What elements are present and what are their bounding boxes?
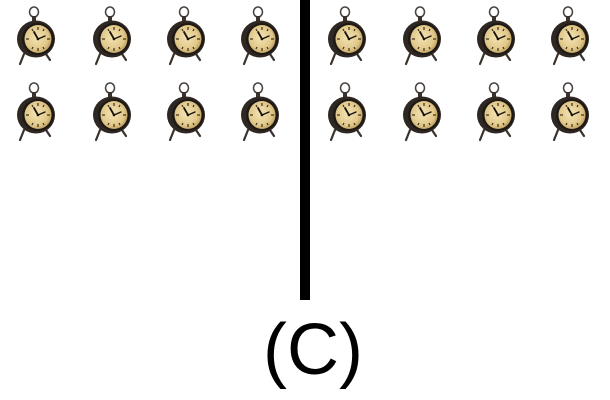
alarm-clock-icon: [90, 82, 136, 144]
alarm-clock-icon: [90, 6, 136, 68]
left-clock-group: [0, 0, 300, 150]
alarm-clock-icon: [238, 6, 284, 68]
alarm-clock-icon: [14, 6, 60, 68]
alarm-clock-icon: [325, 82, 371, 144]
alarm-clock-icon: [164, 6, 210, 68]
alarm-clock-icon: [14, 82, 60, 144]
option-caption: (C): [263, 310, 363, 390]
alarm-clock-icon: [400, 6, 446, 68]
right-clock-group: [312, 0, 610, 150]
alarm-clock-icon: [548, 6, 594, 68]
alarm-clock-icon: [474, 6, 520, 68]
alarm-clock-icon: [400, 82, 446, 144]
alarm-clock-icon: [164, 82, 210, 144]
alarm-clock-icon: [325, 6, 371, 68]
vertical-divider: [300, 0, 310, 300]
alarm-clock-icon: [474, 82, 520, 144]
alarm-clock-icon: [238, 82, 284, 144]
alarm-clock-icon: [548, 82, 594, 144]
